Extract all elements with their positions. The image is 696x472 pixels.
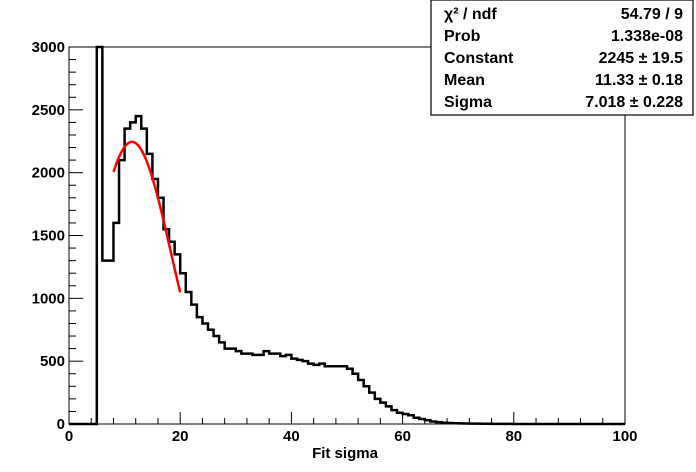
x-axis-title: Fit sigma (312, 445, 379, 462)
x-tick-label: 20 (172, 428, 189, 445)
x-axis: 0 20 40 60 80 100 (65, 412, 638, 445)
stats-label: Constant (444, 50, 514, 67)
y-tick-label: 500 (40, 353, 65, 370)
stats-value: 11.33 ± 0.18 (595, 72, 683, 89)
x-tick-label: 60 (394, 428, 411, 445)
gaussian-fit-curve (112, 140, 182, 293)
y-tick-label: 1500 (32, 228, 65, 245)
stats-label: Mean (444, 72, 485, 89)
x-tick-label: 0 (65, 428, 73, 445)
x-tick-label: 80 (505, 428, 522, 445)
y-tick-label: 1000 (32, 290, 65, 307)
stats-box: χ² / ndf 54.79 / 9 Prob 1.338e-08 Constant 22… (430, 0, 694, 116)
y-tick-label: 2000 (32, 165, 65, 182)
stats-value: 2245 ± 19.5 (599, 50, 684, 67)
stats-label: Prob (444, 28, 481, 45)
y-tick-label: 2500 (32, 102, 65, 119)
stats-box-frame (430, 0, 694, 116)
x-tick-label: 40 (283, 428, 300, 445)
stats-value: 54.79 / 9 (621, 6, 683, 23)
x-tick-label: 100 (612, 428, 637, 445)
stats-label: χ² / ndf (444, 6, 497, 23)
stats-value: 1.338e-08 (611, 28, 683, 45)
y-tick-label: 3000 (32, 39, 65, 56)
y-tick-label: 0 (57, 416, 65, 433)
stats-value: 7.018 ± 0.228 (585, 94, 683, 111)
stats-label: Sigma (444, 94, 492, 111)
y-axis: 0 500 1000 1500 2000 2500 3000 (32, 39, 83, 433)
